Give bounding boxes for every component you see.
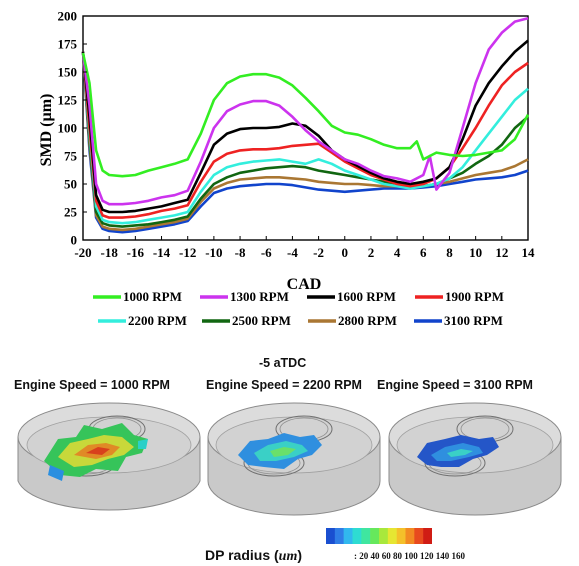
colorbar bbox=[326, 528, 432, 544]
colorbar-title-unit: um bbox=[278, 549, 298, 564]
colorbar-cell bbox=[343, 528, 353, 544]
legend-label: 2800 RPM bbox=[338, 313, 397, 328]
spray-bowl-2200-rpm bbox=[207, 402, 381, 516]
series-line bbox=[81, 51, 529, 232]
legend-label: 1900 RPM bbox=[445, 289, 504, 304]
series-line bbox=[81, 51, 529, 225]
y-tick-label: 200 bbox=[58, 9, 78, 24]
x-axis-title: CAD bbox=[287, 276, 322, 293]
x-tick-label: -14 bbox=[153, 245, 171, 260]
colorbar-cell bbox=[423, 528, 432, 544]
spray-bowl-3100-rpm bbox=[388, 402, 562, 516]
colorbar-title-main: DP radius ( bbox=[205, 547, 279, 563]
panel-title-2200: Engine Speed = 2200 RPM bbox=[206, 378, 362, 392]
legend-label: 3100 RPM bbox=[444, 313, 503, 328]
x-tick-label: -10 bbox=[205, 245, 222, 260]
y-tick-label: 150 bbox=[58, 65, 78, 80]
smd-line-chart: -20 -18 -16 -14 -12 -10 -8 -6 -4 -2 0 2 4 6 8 10 12 14 02… bbox=[38, 9, 535, 329]
y-tick-label: 25 bbox=[64, 205, 78, 220]
legend: 1000 RPM 1300 RPM 1600 RPM 1900 RPM 2200 RPM… bbox=[93, 289, 504, 328]
colorbar-cell bbox=[326, 528, 336, 544]
x-tick-label: 12 bbox=[495, 245, 508, 260]
x-tick-label: 8 bbox=[446, 245, 453, 260]
x-tick-label: 2 bbox=[368, 245, 375, 260]
series-line bbox=[81, 51, 529, 234]
x-tick-label: -18 bbox=[101, 245, 119, 260]
colorbar-cell bbox=[414, 528, 424, 544]
colorbar-cell bbox=[405, 528, 415, 544]
colorbar-cell bbox=[387, 528, 397, 544]
x-tick-labels: -20 -18 -16 -14 -12 -10 -8 -6 -4 -2 0 2 4 6 8 10 12 14 bbox=[74, 236, 535, 260]
colorbar-cell bbox=[379, 528, 389, 544]
x-tick-label: -8 bbox=[235, 245, 246, 260]
y-axis-title: SMD (µm) bbox=[38, 94, 55, 167]
legend-label: 1600 RPM bbox=[337, 289, 396, 304]
colorbar-cell bbox=[334, 528, 344, 544]
x-tick-label: -20 bbox=[74, 245, 91, 260]
x-tick-label: 14 bbox=[522, 245, 536, 260]
series-line bbox=[81, 16, 529, 206]
x-tick-label: 10 bbox=[469, 245, 482, 260]
colorbar-cell bbox=[352, 528, 362, 544]
x-tick-label: -6 bbox=[261, 245, 272, 260]
y-tick-label: 175 bbox=[58, 37, 78, 52]
legend-label: 2500 RPM bbox=[232, 313, 291, 328]
spray-bowl-1000-rpm bbox=[17, 402, 201, 511]
colorbar-cell bbox=[361, 528, 371, 544]
panel-title-1000: Engine Speed = 1000 RPM bbox=[14, 378, 170, 392]
legend-label: 1300 RPM bbox=[230, 289, 289, 304]
colorbar-title-close: ) bbox=[297, 547, 303, 563]
y-tick-label: 0 bbox=[71, 233, 78, 248]
x-tick-label: 0 bbox=[342, 245, 349, 260]
y-tick-label: 75 bbox=[64, 149, 78, 164]
x-tick-label: 6 bbox=[420, 245, 427, 260]
series-line bbox=[81, 52, 530, 178]
y-tick-label: 50 bbox=[64, 177, 77, 192]
series-line bbox=[81, 39, 529, 214]
y-tick-label: 125 bbox=[58, 93, 78, 108]
x-tick-label: 4 bbox=[394, 245, 401, 260]
x-tick-label: -16 bbox=[127, 245, 145, 260]
plot-area bbox=[81, 15, 530, 241]
legend-label: 2200 RPM bbox=[128, 313, 187, 328]
x-tick-label: -2 bbox=[313, 245, 324, 260]
colorbar-ticks: : 20 40 60 80 100 120 140 160 bbox=[354, 551, 465, 561]
colorbar-cells bbox=[326, 528, 432, 544]
y-tick-labels: 0 25 50 75 100 125 150 175 200 bbox=[58, 9, 87, 248]
colorbar-cell bbox=[370, 528, 380, 544]
x-tick-label: -12 bbox=[179, 245, 196, 260]
legend-label: 1000 RPM bbox=[123, 289, 182, 304]
timing-label: -5 aTDC bbox=[259, 356, 307, 370]
colorbar-cell bbox=[396, 528, 406, 544]
panel-title-3100: Engine Speed = 3100 RPM bbox=[377, 378, 533, 392]
colorbar-title: DP radius (um) bbox=[205, 547, 302, 565]
y-tick-label: 100 bbox=[58, 121, 78, 136]
x-tick-label: -4 bbox=[287, 245, 298, 260]
